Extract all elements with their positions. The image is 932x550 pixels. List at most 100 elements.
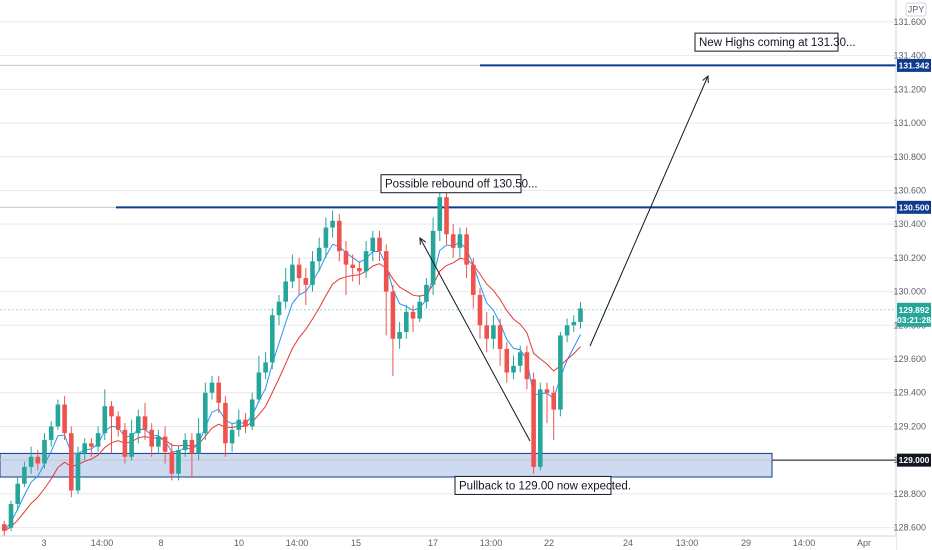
candle-body [229,429,235,444]
candle-body [464,234,469,265]
candle-body [517,352,523,366]
ema-slow-line [4,257,581,532]
candle-body [189,439,195,454]
candle-body [182,439,188,451]
candle-body [484,325,489,339]
candle-body [444,197,449,235]
candle-body [55,404,61,427]
candle-body [357,268,362,272]
candle-body [571,321,577,326]
annotation-box [694,32,839,52]
candle-body [430,230,436,285]
candle-body [62,404,67,434]
annotation-box [454,475,612,495]
candle-body [149,429,154,447]
candle-body [89,443,94,447]
candle-body [270,315,275,363]
candle-body [156,436,161,447]
candle-body [136,416,141,434]
time-tick-label: 15 [351,538,361,548]
candle-body [203,392,208,434]
countdown-label: 03:21:28 [897,315,931,325]
candle-body [531,379,536,467]
time-tick-label: 8 [158,538,163,548]
projection-arrows [419,74,709,442]
candle-body [290,264,295,282]
time-tick-label: 22 [544,538,554,548]
level-price-label: 130.500 [899,202,930,212]
candle-body [383,251,389,292]
candles [2,187,583,536]
time-tick-label: 13:00 [676,538,699,548]
candle-body [504,348,510,373]
annotation-text: Pullback to 129.00 now expected. [459,480,631,492]
price-axis-bg [896,0,932,550]
time-tick-label: 14:00 [793,538,816,548]
price-tick-label: 131.000 [893,118,926,128]
candle-body [417,301,422,319]
time-tick-label: 29 [741,538,751,548]
candle-body [310,261,315,285]
candle-body [330,220,335,228]
annotation-box [380,174,522,194]
candle-body [15,483,20,504]
level-price-tag [897,58,931,72]
candle-body [404,311,409,333]
candle-body [115,416,121,430]
candle-body [450,234,456,248]
candle-body [82,443,87,454]
time-axis: 3 14:00 8 10 14:00 15 17 13:00 22 24 13:00 29 14:00 A… [0,535,896,550]
candle-body [75,453,81,491]
price-tick-label: 129.600 [893,354,926,364]
current-price-tag [897,302,931,327]
candle-body [424,284,429,302]
support-zone[interactable] [0,452,773,478]
candle-body [323,227,329,248]
level-price-tag [897,200,931,214]
candle-body [491,325,496,339]
candle-body [343,251,349,265]
candle-body [410,311,416,319]
arrow-line [419,237,531,442]
candle-body [35,456,41,464]
annotation-text: New Highs coming at 131.30... [699,37,856,49]
candle-body [162,436,168,452]
candle-body [42,439,47,464]
candle-body [316,247,322,262]
time-tick-label: Apr [857,538,871,548]
arrow-head [702,74,709,84]
candle-body [363,251,369,272]
time-tick-label: 10 [234,538,244,548]
candle-body [303,278,309,285]
candle-body [370,237,376,252]
candle-body [350,264,355,268]
annotations: New Highs coming at 131.30... Possible re… [380,32,856,495]
candle-body [2,524,7,531]
candle-body [551,392,556,410]
price-tick-label: 129.200 [893,421,926,431]
currency-label: JPY [908,5,925,15]
candle-body [397,332,402,339]
price-tick-label: 130.000 [893,287,926,297]
candle-body [437,197,443,231]
annotation-text: Possible rebound off 130.50... [385,179,538,191]
candle-body [544,389,550,393]
level-price-label: 129.000 [899,455,930,465]
candle-body [249,399,255,427]
price-axis: JPY 131.600 131.400 131.200 131.000 130.800 13… [893,0,932,550]
candle-body [377,237,382,252]
time-tick-label: 24 [623,538,633,548]
price-tick-label: 131.600 [893,17,926,27]
candle-body [28,456,34,467]
candle-body [538,389,543,467]
candle-body [102,406,108,434]
candle-body [477,294,483,326]
arrow-line [589,75,709,347]
price-tick-label: 128.800 [893,489,926,499]
time-tick-label: 13:00 [480,538,503,548]
candle-body [122,429,128,457]
candle-body [69,433,74,491]
time-tick-label: 14:00 [286,538,309,548]
candle-body [129,433,134,457]
